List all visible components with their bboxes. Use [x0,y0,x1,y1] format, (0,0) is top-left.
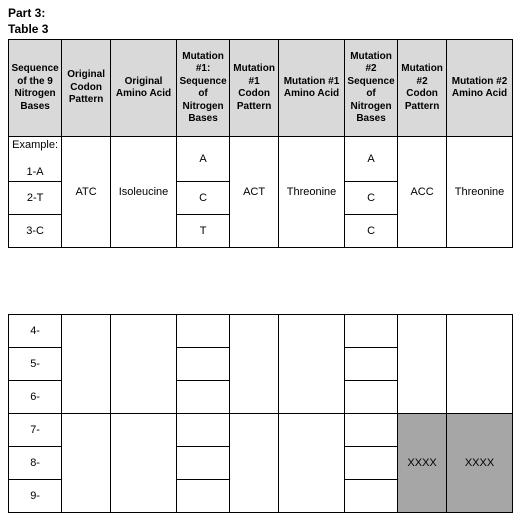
cell-b1-m1-codon [230,314,279,413]
cell-m1-base-a: A [176,137,229,182]
cell-orig-codon: ATC [62,137,111,248]
cell-b2-orig-amino [111,413,177,512]
cell-b2-orig-codon [62,413,111,512]
cell-m1-base-c: C [176,181,229,214]
cell-m2-base-c: C [344,181,397,214]
hdr-col-2: Original Amino Acid [111,40,177,137]
table-heading: Table 3 [8,22,513,38]
cell-b1-m2b-4 [344,314,397,347]
lbl-4: 4- [9,314,62,347]
cell-m2-codon: ACC [398,137,447,248]
cell-b1-m1-amino [279,314,345,413]
cell-b1-m1b-6 [176,380,229,413]
cell-b1-m2b-6 [344,380,397,413]
hdr-col-0: Sequence of the 9 Nitrogen Bases [9,40,62,137]
lbl-1a: 1-A [27,166,44,178]
hdr-col-6: Mutation #2 Sequence of Nitrogen Bases [344,40,397,137]
hdr-col-7: Mutation #2 Codon Pattern [398,40,447,137]
row-7: 7- XXXX XXXX [9,413,513,446]
lbl-7: 7- [9,413,62,446]
lbl-5: 5- [9,347,62,380]
cell-b2-m1b-8 [176,446,229,479]
hdr-col-4: Mutation #1 Codon Pattern [230,40,279,137]
lbl-9: 9- [9,479,62,512]
cell-m2-base-c2: C [344,214,397,247]
cell-b1-m1b-5 [176,347,229,380]
cell-b2-m2b-9 [344,479,397,512]
cell-b2-m1-amino [279,413,345,512]
cell-b2-m2b-8 [344,446,397,479]
lbl-6: 6- [9,380,62,413]
header-row: Sequence of the 9 Nitrogen Bases Origina… [9,40,513,137]
hdr-col-8: Mutation #2 Amino Acid [447,40,513,137]
row-4: 4- [9,314,513,347]
cell-b2-m1-codon [230,413,279,512]
cell-m2-base-a: A [344,137,397,182]
cell-example-1a: Example: 1-A [9,137,62,182]
hdr-col-5: Mutation #1 Amino Acid [279,40,345,137]
hdr-col-3: Mutation #1: Sequence of Nitrogen Bases [176,40,229,137]
table-3-bottom: 4- 5- 6- 7- XXXX XXXX 8- 9- [8,314,513,513]
lbl-8: 8- [9,446,62,479]
cell-b1-orig-amino [111,314,177,413]
cell-orig-amino: Isoleucine [111,137,177,248]
cell-m1-base-t: T [176,214,229,247]
cell-b2-m1b-7 [176,413,229,446]
cell-b2-m1b-9 [176,479,229,512]
cell-b2-m2b-7 [344,413,397,446]
cell-b1-orig-codon [62,314,111,413]
cell-m2-amino: Threonine [447,137,513,248]
lbl-2t: 2-T [9,181,62,214]
table-gap [8,248,513,312]
cell-m1-codon: ACT [230,137,279,248]
cell-xxxx-1: XXXX [398,413,447,512]
cell-b1-m2-amino [447,314,513,413]
table-3-top: Sequence of the 9 Nitrogen Bases Origina… [8,39,513,248]
lbl-example: Example: [12,139,58,151]
part-heading: Part 3: [8,6,513,22]
lbl-3c: 3-C [9,214,62,247]
cell-b1-m2-codon [398,314,447,413]
cell-b1-m2b-5 [344,347,397,380]
hdr-col-1: Original Codon Pattern [62,40,111,137]
cell-m1-amino: Threonine [279,137,345,248]
cell-b1-m1b-4 [176,314,229,347]
cell-xxxx-2: XXXX [447,413,513,512]
